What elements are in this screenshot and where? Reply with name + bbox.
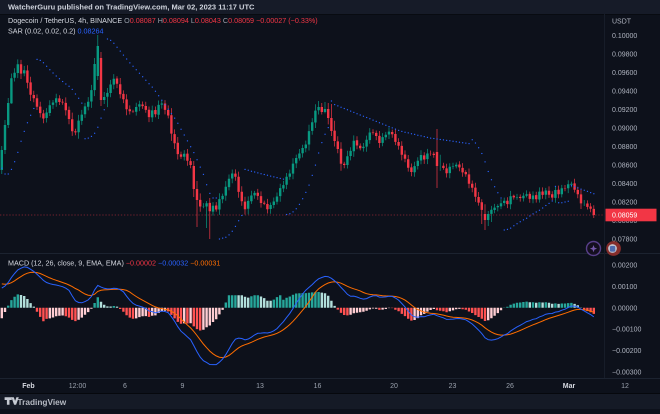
svg-text:−0.00200: −0.00200: [612, 348, 641, 355]
svg-text:0.09400: 0.09400: [612, 89, 637, 96]
svg-text:23: 23: [449, 383, 457, 390]
svg-text:TradingView: TradingView: [18, 397, 67, 407]
svg-text:0.09800: 0.09800: [612, 52, 637, 59]
svg-text:0.10000: 0.10000: [612, 33, 637, 40]
svg-text:0.07800: 0.07800: [612, 237, 637, 244]
svg-text:20: 20: [390, 383, 398, 390]
svg-text:0.08800: 0.08800: [612, 144, 637, 151]
svg-text:USDT: USDT: [612, 19, 632, 26]
svg-text:Dogecoin / TetherUS, 4h, BINAN: Dogecoin / TetherUS, 4h, BINANCE O0.0808…: [8, 16, 318, 25]
svg-text:MACD (12, 26, close, 9, EMA, E: MACD (12, 26, close, 9, EMA, EMA) −0.000…: [8, 259, 220, 268]
svg-text:0.08600: 0.08600: [612, 163, 637, 170]
svg-text:13: 13: [256, 383, 264, 390]
svg-text:0.09200: 0.09200: [612, 107, 637, 114]
svg-text:26: 26: [506, 383, 514, 390]
svg-text:−0.00100: −0.00100: [612, 327, 641, 334]
svg-text:0.08059: 0.08059: [612, 213, 637, 220]
svg-text:12: 12: [621, 383, 629, 390]
svg-text:WatcherGuru published on Tradi: WatcherGuru published on TradingView.com…: [8, 3, 255, 12]
svg-text:6: 6: [123, 383, 127, 390]
svg-text:9: 9: [181, 383, 185, 390]
svg-text:0.09600: 0.09600: [612, 70, 637, 77]
svg-text:0.08200: 0.08200: [612, 200, 637, 207]
svg-text:0.00100: 0.00100: [612, 284, 637, 291]
svg-text:0.08400: 0.08400: [612, 181, 637, 188]
svg-text:0.09000: 0.09000: [612, 126, 637, 133]
svg-text:12:00: 12:00: [69, 383, 87, 390]
svg-text:Mar: Mar: [563, 383, 576, 390]
svg-text:SAR (0.02, 0.02, 0.2) 0.08264: SAR (0.02, 0.02, 0.2) 0.08264: [8, 27, 104, 36]
svg-text:16: 16: [314, 383, 322, 390]
svg-text:0.00200: 0.00200: [612, 263, 637, 270]
svg-text:Feb: Feb: [22, 383, 34, 390]
svg-text:0.08000: 0.08000: [612, 218, 637, 225]
svg-text:−0.00300: −0.00300: [612, 370, 641, 377]
svg-text:0.00000: 0.00000: [612, 305, 637, 312]
